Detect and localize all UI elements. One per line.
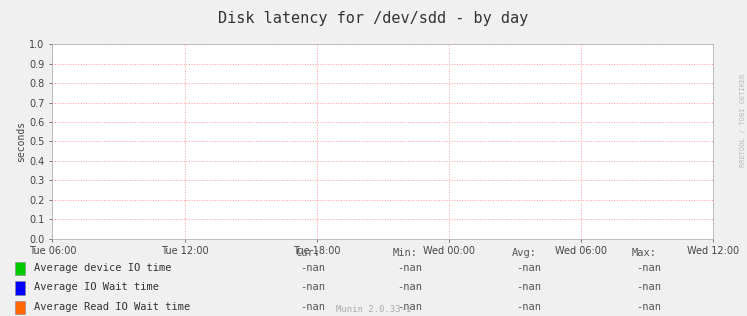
Text: -nan: -nan bbox=[517, 282, 542, 292]
Text: -nan: -nan bbox=[636, 282, 661, 292]
Text: -nan: -nan bbox=[300, 302, 325, 312]
Text: -nan: -nan bbox=[636, 263, 661, 273]
Text: -nan: -nan bbox=[397, 263, 422, 273]
Text: Max:: Max: bbox=[631, 248, 656, 258]
Text: Average device IO time: Average device IO time bbox=[34, 263, 171, 273]
Y-axis label: seconds: seconds bbox=[16, 121, 26, 162]
Text: Munin 2.0.33-1: Munin 2.0.33-1 bbox=[336, 306, 411, 314]
Text: -nan: -nan bbox=[517, 302, 542, 312]
Text: -nan: -nan bbox=[636, 302, 661, 312]
Text: -nan: -nan bbox=[300, 263, 325, 273]
Text: -nan: -nan bbox=[397, 282, 422, 292]
Text: Average IO Wait time: Average IO Wait time bbox=[34, 282, 158, 292]
Text: Min:: Min: bbox=[392, 248, 417, 258]
Text: -nan: -nan bbox=[300, 282, 325, 292]
Text: Average Read IO Wait time: Average Read IO Wait time bbox=[34, 302, 190, 312]
Text: RRDTOOL / TOBI OETIKER: RRDTOOL / TOBI OETIKER bbox=[740, 73, 746, 167]
Text: -nan: -nan bbox=[397, 302, 422, 312]
Text: Cur:: Cur: bbox=[295, 248, 320, 258]
Text: Disk latency for /dev/sdd - by day: Disk latency for /dev/sdd - by day bbox=[218, 11, 529, 26]
Text: -nan: -nan bbox=[517, 263, 542, 273]
Text: Avg:: Avg: bbox=[512, 248, 536, 258]
